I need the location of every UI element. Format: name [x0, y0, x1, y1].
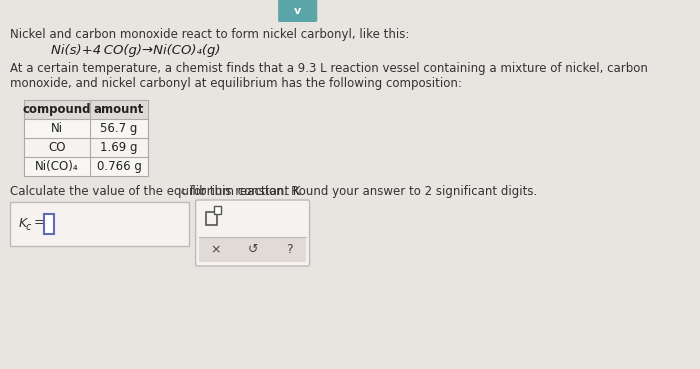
Text: ×: × [211, 243, 221, 256]
Bar [24, 157, 148, 176]
Text: compound: compound [22, 103, 91, 116]
Text: 0.766 g: 0.766 g [97, 160, 141, 173]
FancyBboxPatch shape [10, 202, 189, 246]
Bar [199, 237, 306, 262]
Text: ↺: ↺ [247, 243, 258, 256]
Bar [24, 100, 148, 176]
Bar [24, 138, 148, 157]
Bar [24, 100, 148, 119]
FancyBboxPatch shape [44, 214, 55, 234]
FancyBboxPatch shape [278, 0, 317, 22]
Text: ?: ? [286, 243, 293, 256]
FancyBboxPatch shape [214, 206, 221, 214]
Text: Calculate the value of the equilibrium constant K: Calculate the value of the equilibrium c… [10, 185, 301, 198]
Text: c: c [181, 187, 186, 196]
Text: Nickel and carbon monoxide react to form nickel carbonyl, like this:: Nickel and carbon monoxide react to form… [10, 28, 409, 41]
Text: amount: amount [94, 103, 144, 116]
Text: CO: CO [48, 141, 66, 154]
Text: 1.69 g: 1.69 g [100, 141, 138, 154]
Text: Ni(CO)₄: Ni(CO)₄ [35, 160, 79, 173]
Text: for this reaction. Round your answer to 2 significant digits.: for this reaction. Round your answer to … [186, 185, 537, 198]
Text: =: = [33, 217, 44, 230]
Bar [24, 119, 148, 138]
Text: 56.7 g: 56.7 g [100, 122, 138, 135]
Text: Ni: Ni [51, 122, 63, 135]
FancyBboxPatch shape [195, 200, 309, 266]
Text: v: v [294, 6, 301, 16]
Text: K: K [19, 217, 27, 230]
Text: c: c [25, 222, 31, 232]
Text: Ni(s)+4 CO(g)→Ni(CO)₄(g): Ni(s)+4 CO(g)→Ni(CO)₄(g) [51, 44, 220, 57]
Text: At a certain temperature, a chemist finds that a 9.3 L reaction vessel containin: At a certain temperature, a chemist find… [10, 62, 648, 90]
